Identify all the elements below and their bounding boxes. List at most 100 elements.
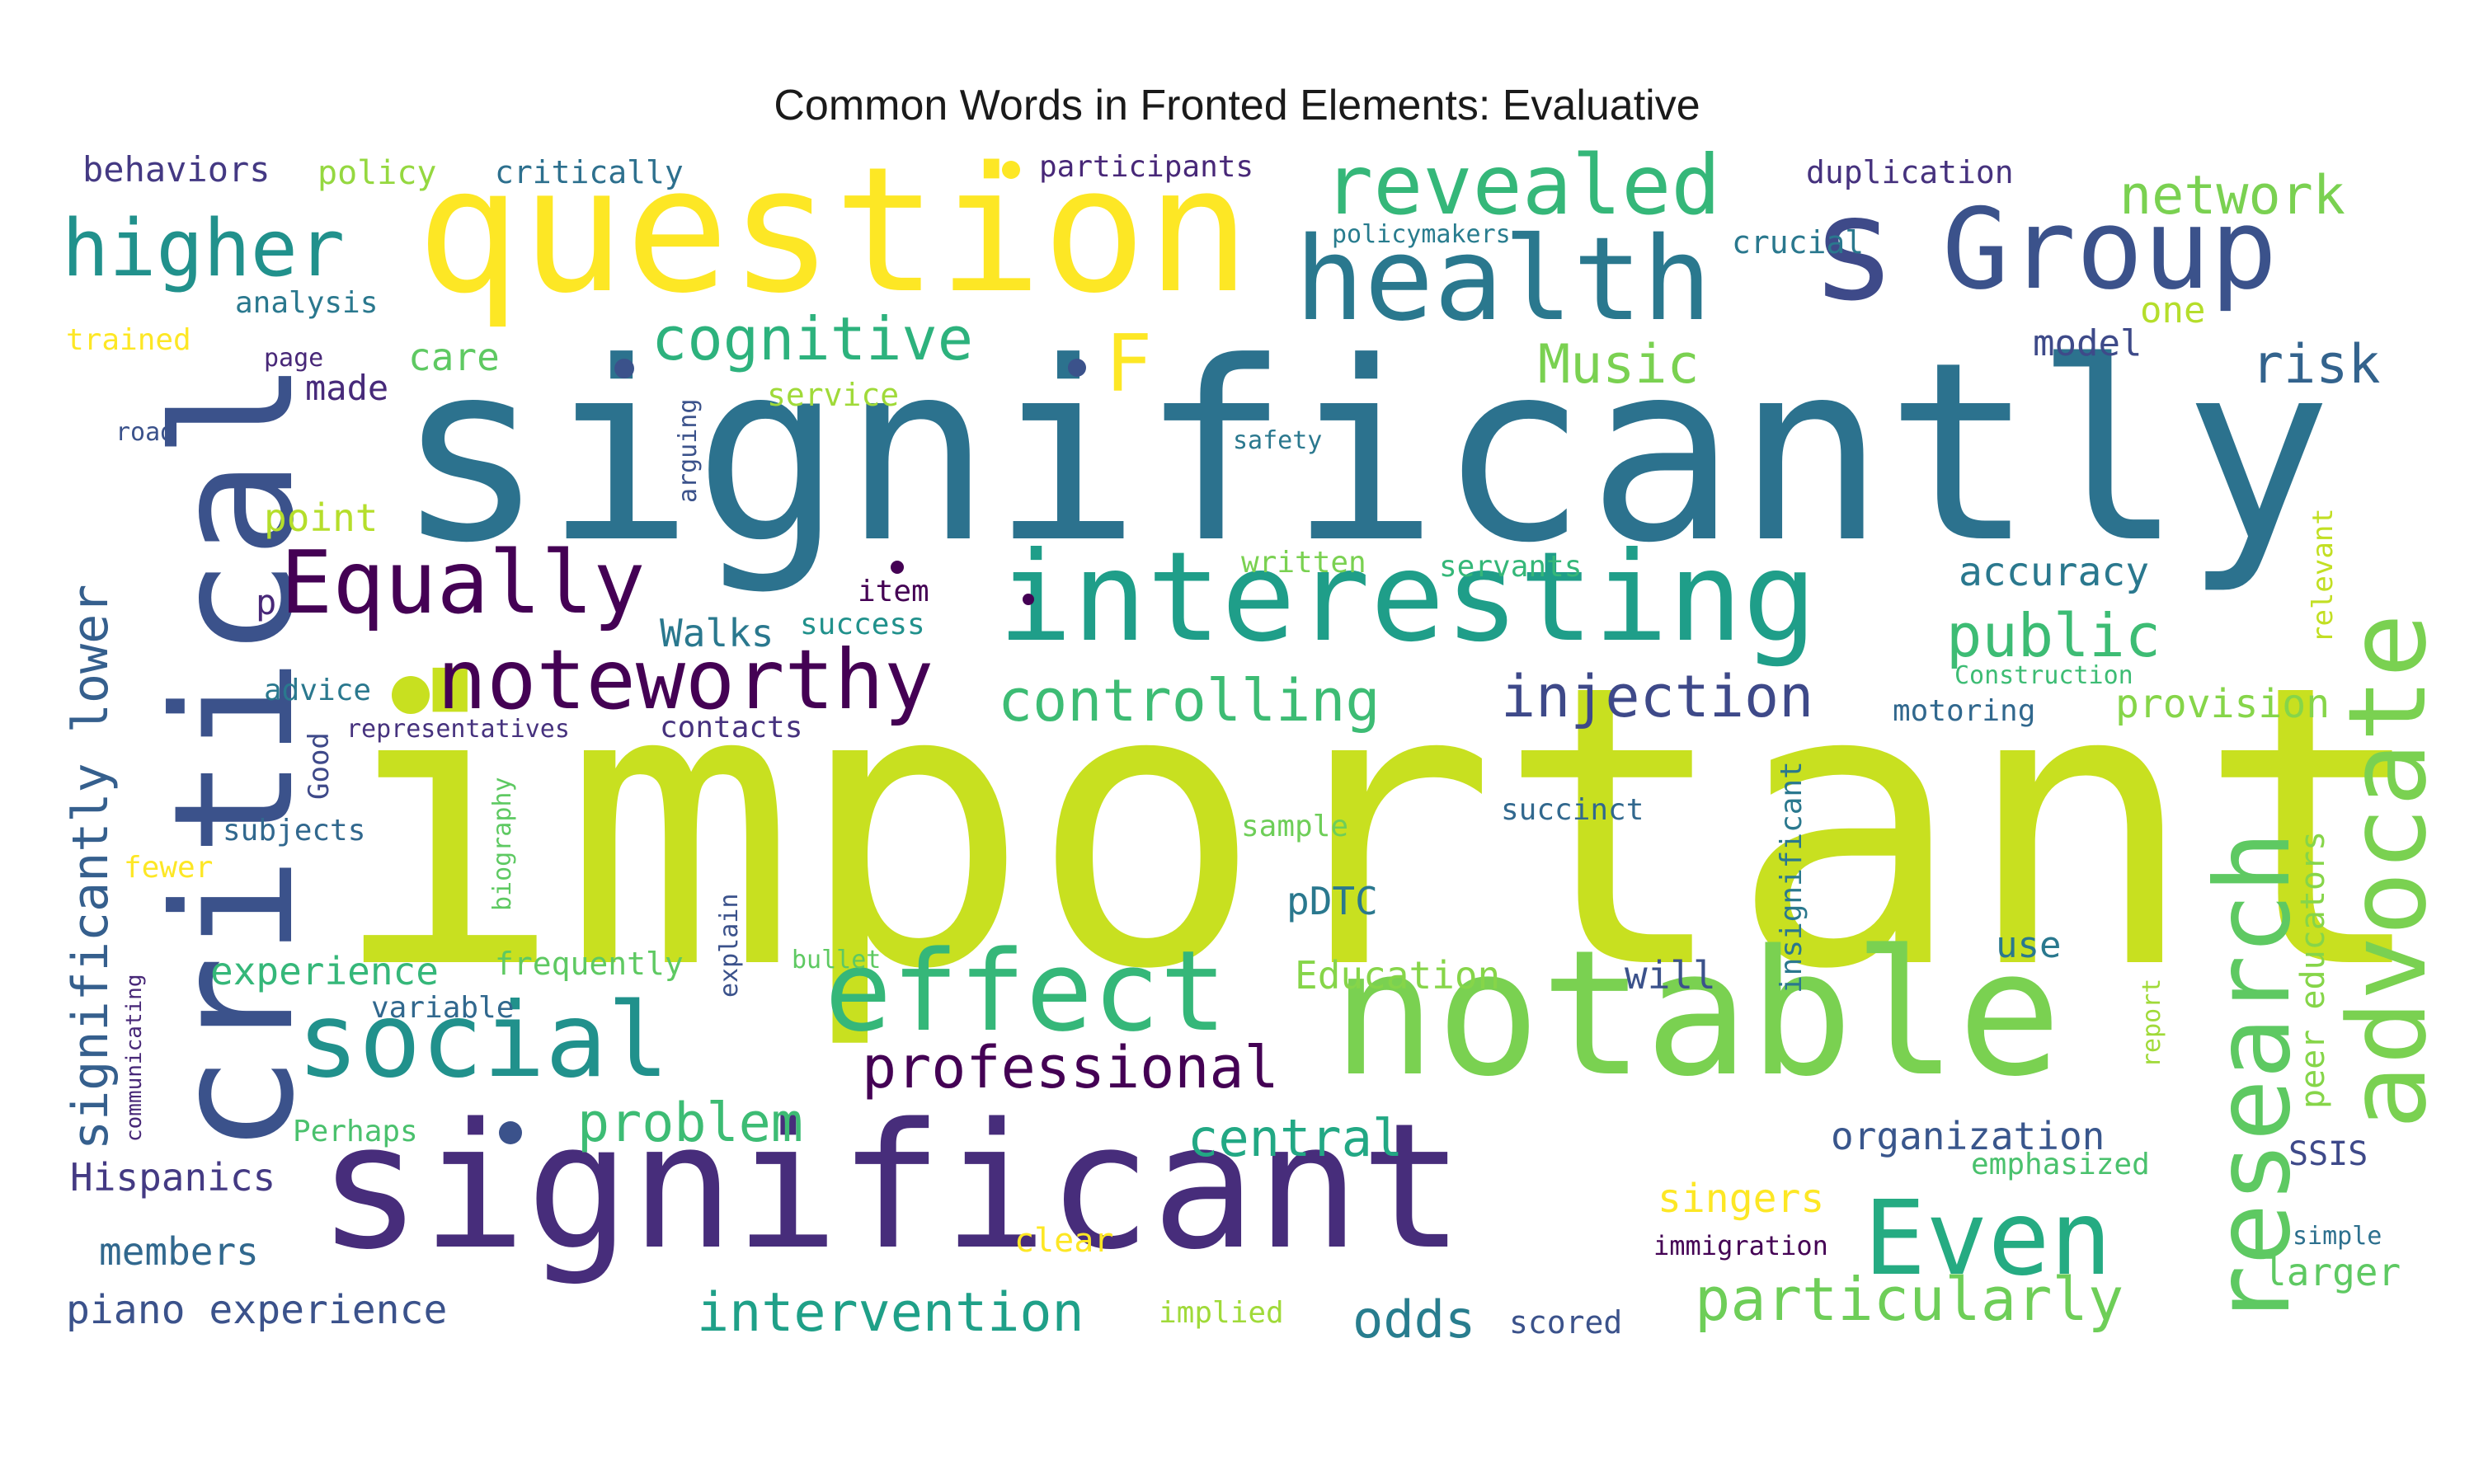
word-relevant: relevant <box>2307 508 2340 643</box>
word-central: central <box>1188 1108 1404 1168</box>
dot-green <box>392 676 430 714</box>
word-written: written <box>1241 546 1366 580</box>
word-s: s <box>1810 166 1898 333</box>
word-item: item <box>858 575 929 608</box>
word-fewer: fewer <box>124 851 214 885</box>
word-problem: problem <box>577 1092 803 1154</box>
word-analysis: analysis <box>235 286 379 320</box>
word-succinct: succinct <box>1501 793 1644 827</box>
word-report: report <box>2138 978 2166 1068</box>
word-particularly: particularly <box>1695 1265 2124 1334</box>
word-peer-educators: peer educators <box>2294 830 2332 1109</box>
word-advocate: advocate <box>2325 613 2450 1129</box>
word-care: care <box>408 335 500 379</box>
word-policy: policy <box>317 154 437 192</box>
word-noteworthy: noteworthy <box>437 632 934 728</box>
dot-purple2 <box>1023 594 1034 605</box>
word-safety: safety <box>1233 426 1323 455</box>
dot-blue3 <box>1068 359 1086 377</box>
word-crucial: crucial <box>1732 224 1865 261</box>
word-duplication: duplication <box>1806 154 2014 190</box>
word-education: Education <box>1295 953 1501 998</box>
word-implied: implied <box>1159 1296 1284 1330</box>
word-cognitive: cognitive <box>651 304 974 373</box>
chart-title: Common Words in Fronted Elements: Evalua… <box>774 82 1700 129</box>
word-f: F <box>1105 319 1153 410</box>
word-ssis: SSIS <box>2288 1135 2368 1173</box>
word-biography: biography <box>488 777 517 911</box>
word-perhaps: Perhaps <box>293 1115 418 1148</box>
word-experience: experience <box>210 949 439 993</box>
word-group: Group <box>1942 185 2278 314</box>
word-good: Good <box>303 732 336 800</box>
word-professional: professional <box>862 1034 1279 1101</box>
word-one: one <box>2140 289 2206 331</box>
word-frequently: frequently <box>495 946 684 982</box>
word-model: model <box>2033 322 2142 364</box>
word-organization: organization <box>1831 1114 2105 1158</box>
word-music: Music <box>1538 334 1700 396</box>
word-bullet: bullet <box>792 946 882 974</box>
word-immigration: immigration <box>1653 1230 1828 1261</box>
word-advice: advice <box>264 674 372 707</box>
word-risk: risk <box>2251 334 2381 396</box>
word-sample: sample <box>1241 810 1349 843</box>
word-arguing: arguing <box>674 398 703 503</box>
word-significantly: significantly <box>396 309 2332 597</box>
word-construction: Construction <box>1954 661 2133 690</box>
word-walks: Walks <box>660 611 774 655</box>
word-larger: larger <box>2264 1250 2401 1294</box>
dot-purple1 <box>891 561 904 574</box>
word-motoring: motoring <box>1893 694 2036 728</box>
word-clear: clear <box>1014 1222 1114 1260</box>
word-sig-lower: significantly lower <box>62 584 120 1150</box>
word-piano-experience: piano experience <box>66 1287 448 1333</box>
word-scored: scored <box>1509 1304 1623 1341</box>
word-variable: variable <box>371 991 515 1025</box>
word-social: social <box>297 981 670 1101</box>
word-provision: provision <box>2115 681 2331 727</box>
word-accuracy: accuracy <box>1959 549 2150 595</box>
word-question: question <box>416 129 1251 331</box>
word-success: success <box>800 608 925 641</box>
word-network: network <box>2119 165 2345 227</box>
word-use: use <box>1996 924 2062 966</box>
dot-blue2 <box>499 1121 522 1144</box>
word-intervention: intervention <box>697 1282 1084 1344</box>
word-public: public <box>1946 601 2161 670</box>
word-simple: simple <box>2293 1222 2382 1251</box>
word-critically: critically <box>495 154 684 190</box>
word-controlling: controlling <box>998 667 1380 735</box>
word-contacts: contacts <box>660 711 803 744</box>
word-servants: servants <box>1439 550 1583 584</box>
dot-blue1 <box>614 359 634 378</box>
word-health: health <box>1295 213 1712 347</box>
word-participants: participants <box>1039 150 1254 184</box>
word-policymakers: policymakers <box>1332 220 1511 249</box>
word-even: Even <box>1864 1179 2113 1298</box>
word-made: made <box>305 368 389 408</box>
word-members: members <box>99 1229 259 1274</box>
word-behaviors: behaviors <box>82 149 270 190</box>
word-injection: injection <box>1501 663 1814 730</box>
word-point: point <box>264 495 379 540</box>
word-insignificant: insignificant <box>1775 761 1808 993</box>
word-notable: notable <box>1332 913 2062 1115</box>
word-explain: explain <box>715 893 744 998</box>
word-hispanics: Hispanics <box>70 1155 276 1200</box>
word-will: will <box>1625 953 1716 998</box>
dot-yellow <box>1002 161 1020 179</box>
word-interesting: interesting <box>998 526 1818 669</box>
word-revealed: revealed <box>1324 137 1721 233</box>
word-road: road <box>115 418 176 447</box>
word-subjects: subjects <box>223 814 366 848</box>
word-communicating: communicating <box>122 974 147 1143</box>
word-page: page <box>264 344 324 373</box>
word-pdtc: pDTC <box>1286 879 1378 923</box>
word-critical: critical <box>139 359 331 1154</box>
word-singers: singers <box>1658 1176 1825 1222</box>
word-p: p <box>256 582 277 622</box>
word-equally: Equally <box>280 533 646 633</box>
word-representatives: representatives <box>346 715 570 744</box>
word-service: service <box>767 377 900 413</box>
